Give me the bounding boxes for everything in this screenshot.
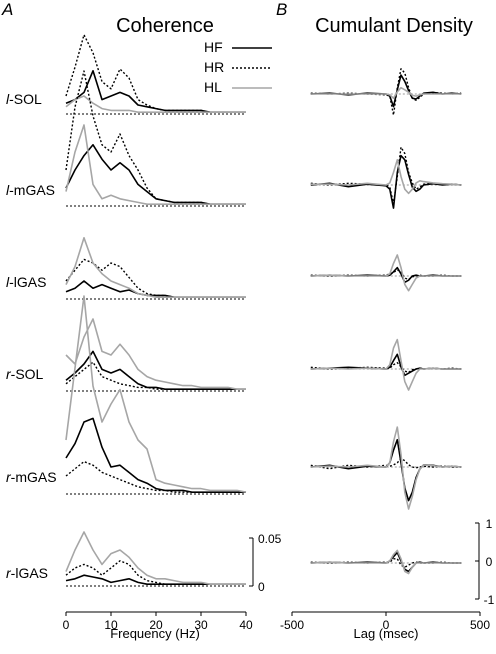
cumulant-series-l-lgas-hr: [310, 269, 462, 281]
panel-b-letter: B: [276, 0, 287, 19]
legend-label-hr: HR: [204, 59, 224, 75]
coherence-x-tick-label: 10: [104, 618, 118, 632]
cumulant-series-l-sol-hr: [310, 68, 462, 116]
coherence-x-tick-label: 30: [194, 618, 208, 632]
cumulant-series-l-mgas-hl: [310, 159, 462, 195]
coherence-series-r-lgas-hr: [65, 560, 246, 585]
row-label-r-lgas: r-lGAS: [6, 565, 48, 581]
row-label-r-sol: r-SOL: [6, 366, 44, 382]
cumulant-series-l-mgas-hf: [310, 154, 462, 209]
cumulant-series-r-sol-hf: [310, 353, 462, 377]
legend-label-hl: HL: [204, 79, 222, 95]
coherence-plot: 0 10 20 30 40 0.05 0: [63, 34, 282, 632]
coherence-series-r-sol-hr: [65, 361, 246, 390]
coherence-x-tick-label: 40: [239, 618, 253, 632]
cumulant-series-l-sol-hl: [310, 86, 462, 99]
cumulant-scale-label: -1: [484, 593, 495, 607]
cumulant-x-label: Lag (msec): [353, 626, 418, 641]
cumulant-series-r-mgas-hf: [310, 438, 462, 502]
row-label-r-mgas: r-mGAS: [6, 469, 57, 485]
coherence-x-tick-label: 20: [149, 618, 163, 632]
row-label-l-mgas: l-mGAS: [6, 182, 55, 198]
panel-a-letter: A: [1, 0, 13, 19]
coherence-series-l-sol-hl: [65, 95, 246, 113]
cumulant-plot: -500 0 500 1 0 -1: [280, 68, 495, 632]
cumulant-x-tick-label: 500: [470, 618, 490, 632]
cumulant-x-tick-label: 0: [383, 618, 390, 632]
cumulant-series-l-sol-hf: [310, 74, 462, 108]
legend: HF HR HL: [204, 39, 272, 95]
cumulant-x-tick-label: -500: [280, 618, 304, 632]
panel-b-title: Cumulant Density: [315, 15, 473, 37]
coherence-series-l-lgas-hf: [65, 280, 246, 299]
coherence-series-l-mgas-hr: [65, 70, 246, 205]
coherence-series-r-mgas-hr: [65, 460, 246, 493]
coherence-x-tick-label: 0: [63, 618, 70, 632]
cumulant-series-l-lgas-hl: [310, 254, 462, 292]
panel-a-title: Coherence: [116, 15, 214, 37]
cumulant-series-r-mgas-hr: [310, 457, 462, 470]
cumulant-scale-label: 1: [486, 517, 493, 531]
cumulant-series-r-lgas-hl: [310, 549, 462, 575]
coherence-series-l-lgas-hl: [65, 237, 246, 299]
coherence-series-r-sol-hf: [65, 350, 246, 391]
coherence-series-r-lgas-hl: [65, 531, 246, 586]
cumulant-series-r-sol-hl: [310, 338, 462, 391]
legend-label-hf: HF: [204, 39, 223, 55]
coherence-series-l-mgas-hf: [65, 144, 246, 205]
coherence-series-l-lgas-hr: [65, 258, 246, 298]
coherence-scale-label: 0.05: [258, 532, 282, 546]
row-label-l-sol: l-SOL: [6, 91, 42, 107]
row-label-l-lgas: l-lGAS: [6, 274, 46, 290]
coherence-series-r-mgas-hf: [65, 417, 246, 494]
coherence-series-r-mgas-hl: [65, 295, 247, 493]
row-labels: l-SOL l-mGAS l-lGAS r-SOL r-mGAS r-lGAS: [6, 91, 57, 581]
coherence-scale-label: 0: [258, 580, 265, 594]
cumulant-series-r-mgas-hl: [310, 426, 462, 510]
coherence-x-label: Frequency (Hz): [110, 626, 200, 641]
coherence-series-r-sol-hl: [65, 318, 246, 391]
cumulant-scale-label: 0: [486, 555, 493, 569]
cumulant-series-l-mgas-hr: [310, 146, 462, 205]
coherence-series-l-mgas-hl: [65, 124, 246, 205]
